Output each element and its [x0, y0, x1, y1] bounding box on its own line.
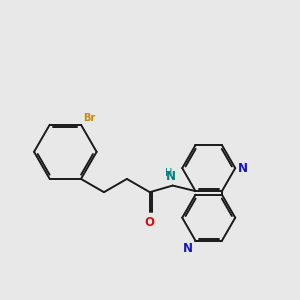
Text: H: H — [165, 168, 172, 178]
Text: O: O — [145, 216, 155, 229]
Text: Br: Br — [84, 113, 96, 123]
Text: N: N — [238, 162, 248, 175]
Text: N: N — [182, 242, 193, 256]
Text: N: N — [166, 170, 176, 183]
